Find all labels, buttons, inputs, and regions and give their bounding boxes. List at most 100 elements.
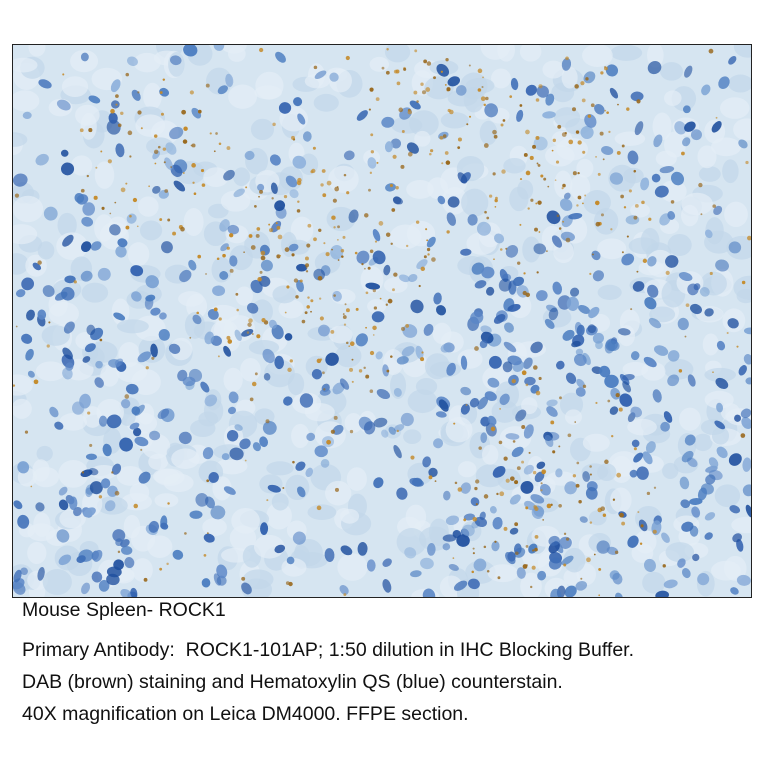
nucleus (98, 415, 108, 427)
nucleus (201, 578, 211, 588)
dab-stain (604, 459, 609, 465)
dab-stain (485, 96, 489, 101)
dab-stain (306, 243, 311, 248)
dab-stain (465, 403, 468, 407)
nucleus (743, 327, 751, 335)
dab-stain (385, 70, 390, 75)
cell-halo (291, 423, 310, 449)
dab-stain (226, 146, 231, 151)
dab-stain (514, 480, 519, 485)
dab-stain (99, 338, 103, 342)
nucleus (195, 493, 209, 507)
nucleus (73, 506, 82, 517)
nucleus (233, 188, 245, 198)
nucleus (534, 471, 545, 483)
nucleus (544, 318, 555, 329)
dab-stain (519, 223, 522, 226)
dab-stain (533, 365, 538, 370)
nucleus (548, 557, 562, 570)
dab-stain (509, 95, 513, 99)
dab-stain (114, 490, 120, 496)
nucleus (76, 555, 86, 563)
nucleus (678, 272, 693, 282)
nucleus (448, 564, 459, 571)
dab-stain (154, 162, 157, 165)
nucleus (388, 426, 396, 435)
nucleus (63, 321, 75, 334)
nucleus (371, 311, 385, 323)
cell-halo (403, 429, 422, 445)
dab-stain (592, 253, 594, 256)
nucleus (745, 377, 751, 385)
nucleus (124, 557, 135, 569)
dab-stain (453, 422, 456, 425)
dab-stain (197, 109, 202, 114)
dab-stain (326, 180, 332, 186)
nucleus (302, 131, 312, 142)
dab-stain (602, 158, 605, 161)
cell-halo (228, 45, 246, 62)
nucleus (492, 516, 503, 530)
dab-stain (343, 323, 347, 326)
cell-halo (80, 112, 97, 140)
dab-stain (284, 247, 290, 252)
dab-stain (289, 359, 293, 363)
cell-halo (610, 45, 643, 61)
dab-stain (283, 194, 288, 199)
dab-stain (670, 200, 675, 204)
nucleus (469, 397, 480, 408)
dab-stain (511, 378, 516, 384)
dab-stain (604, 109, 607, 112)
dab-stain (192, 181, 195, 184)
nucleus (474, 280, 487, 289)
dab-stain (621, 251, 624, 254)
nucleus (697, 573, 710, 586)
dab-stain (299, 279, 303, 283)
nucleus (406, 142, 419, 154)
cell-halo (326, 206, 356, 232)
dab-stain (519, 178, 523, 181)
dab-stain (584, 194, 587, 197)
nucleus (204, 331, 214, 345)
nucleus (228, 391, 239, 404)
nucleus (223, 169, 235, 181)
dab-stain (405, 244, 409, 248)
nucleus (212, 285, 226, 296)
dab-stain (556, 214, 560, 218)
cell-halo (698, 166, 721, 182)
nucleus (169, 126, 184, 140)
dab-stain (712, 204, 717, 208)
dab-stain (307, 296, 310, 299)
dab-stain (741, 280, 746, 285)
dab-stain (590, 103, 595, 108)
cell-halo (71, 155, 93, 176)
nucleus (559, 198, 573, 211)
dab-stain (395, 69, 400, 74)
dab-stain (320, 183, 324, 187)
cell-halo (491, 400, 519, 423)
dab-stain (468, 115, 472, 118)
dab-stain (101, 206, 105, 210)
dab-stain (15, 325, 18, 328)
nucleus (81, 582, 91, 595)
dab-stain (736, 345, 739, 348)
dab-stain (258, 195, 260, 198)
dab-stain (472, 516, 478, 522)
nucleus (690, 129, 702, 141)
nucleus (655, 590, 670, 597)
nucleus (489, 506, 497, 514)
cell-halo (487, 564, 519, 583)
cell-halo (519, 45, 542, 62)
dab-stain (492, 172, 496, 176)
nucleus (270, 182, 278, 194)
dab-stain (226, 335, 231, 340)
nucleus (130, 265, 144, 277)
dab-stain (521, 424, 526, 429)
nucleus (13, 173, 28, 187)
cell-halo (630, 203, 650, 218)
nucleus (584, 114, 597, 128)
cell-halo (367, 299, 387, 314)
nucleus (493, 233, 505, 244)
nucleus (115, 245, 127, 258)
dab-stain (125, 72, 130, 77)
